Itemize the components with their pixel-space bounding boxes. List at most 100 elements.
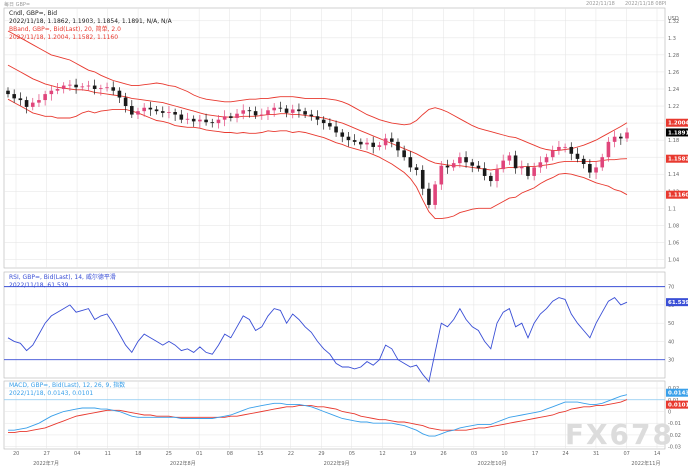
candle-body — [105, 87, 109, 89]
candle-body — [612, 136, 617, 142]
price-ytick-label: 1.06 — [668, 240, 679, 246]
x-month-tick-label: 2022年8月 — [170, 460, 196, 467]
candle-body — [600, 157, 605, 168]
x-day-tick-label: 29 — [318, 451, 324, 457]
price-legend-line-4: 2022/11/18, 1.2004, 1.1582, 1.1160 — [9, 34, 119, 41]
candle-body — [334, 126, 338, 133]
rsi-legend-line-1: RSI, GBP=, Bid(Last), 14, 威尔德平滑 — [9, 274, 116, 281]
bband-upper-line — [7, 30, 628, 151]
rsi-ytick-label: 50 — [668, 321, 674, 327]
signal-last-tag-bg — [666, 400, 688, 409]
x-day-tick-label: 18 — [135, 451, 141, 457]
candle-body — [532, 167, 536, 176]
candle-body — [160, 111, 165, 113]
macd-ytick-label: -0.01 — [668, 421, 681, 427]
last-price-tag-bg — [666, 128, 688, 137]
candle-body — [315, 116, 320, 120]
price-ytick-label: 1.08 — [668, 223, 679, 229]
candle-body — [445, 165, 450, 168]
price-ytick-label: 1.32 — [668, 19, 679, 25]
x-day-tick-label: 07 — [623, 451, 629, 457]
candle-body — [86, 85, 91, 87]
price-ytick-label: 1.18 — [668, 138, 679, 144]
x-day-tick-label: 03 — [471, 451, 477, 457]
candle-body — [414, 167, 419, 170]
x-day-tick-label: 04 — [74, 451, 80, 457]
header-right-info-1: 2022/11/18 — [586, 1, 615, 7]
x-day-tick-label: 10 — [501, 451, 507, 457]
rsi-ytick-label: 30 — [668, 358, 674, 364]
candle-body — [569, 146, 574, 154]
candle-body — [383, 138, 388, 146]
macd-last-tag: 0.0143 — [668, 391, 688, 397]
header-left-tab[interactable]: 每日 GBP= — [4, 2, 31, 8]
x-day-tick-label: 25 — [166, 451, 172, 457]
x-day-tick-label: 20 — [13, 451, 19, 457]
candle-body — [259, 114, 264, 116]
macd-legend-line-1: MACD, GBP=, Bid(Last), 12, 26, 9, 指数 — [9, 382, 126, 389]
macd-ytick-label: -0.02 — [668, 433, 681, 439]
price-ytick-label: 1.14 — [668, 172, 679, 178]
fx678-watermark: FX678 — [564, 418, 674, 451]
rsi-legend-line-2: 2022/11/18, 61.539 — [9, 282, 69, 289]
rsi-ytick-label: 70 — [668, 285, 674, 291]
candle-body — [6, 90, 10, 95]
x-day-tick-label: 24 — [562, 451, 568, 457]
candle-body — [92, 85, 97, 89]
x-day-tick-label: 17 — [532, 451, 538, 457]
price-ytick-label: 1.28 — [668, 53, 679, 59]
lower-band-price-tag-bg — [666, 190, 688, 199]
x-day-tick-label: 26 — [440, 451, 446, 457]
candle-body — [191, 118, 196, 122]
price-legend: Cndl, GBP=, Bid 2022/11/18, 1.1862, 1.19… — [9, 10, 172, 42]
candle-body — [371, 142, 376, 147]
price-panel-frame — [3, 7, 666, 269]
candle-body — [266, 110, 270, 115]
x-month-tick-label: 2022年7月 — [33, 460, 59, 467]
candle-body — [117, 90, 122, 98]
candle-body — [198, 119, 202, 122]
candle-body — [402, 150, 406, 158]
macd-panel-frame — [3, 380, 666, 450]
candle-body — [167, 112, 171, 113]
candle-body — [389, 138, 394, 142]
candle-body — [297, 109, 301, 112]
candle-body — [290, 109, 295, 113]
candle-body — [433, 184, 437, 205]
x-day-tick-label: 05 — [349, 451, 355, 457]
candle-body — [278, 107, 283, 109]
candle-body — [204, 119, 208, 123]
mid-band-price-tag: 1.1582 — [668, 157, 688, 163]
candle-body — [470, 162, 475, 166]
macd-legend: MACD, GBP=, Bid(Last), 12, 26, 9, 指数 202… — [9, 382, 125, 398]
x-day-tick-label: 22 — [288, 451, 294, 457]
candle-body — [24, 100, 29, 107]
candle-body — [365, 142, 369, 145]
candle-body — [30, 102, 35, 107]
candle-body — [507, 155, 512, 161]
candle-body — [495, 169, 499, 182]
candle-body — [235, 113, 239, 118]
candle-body — [427, 188, 431, 205]
candle-body — [581, 158, 586, 164]
candle-body — [37, 100, 41, 103]
candle-body — [68, 84, 72, 86]
candle-body — [594, 167, 598, 173]
candle-body — [12, 94, 16, 99]
candle-body — [476, 165, 481, 169]
macd-line — [8, 394, 628, 437]
candle-body — [18, 98, 23, 101]
candle-body — [49, 90, 54, 95]
upper-band-price-tag: 1.2004 — [668, 121, 688, 127]
candle-body — [464, 157, 468, 163]
x-day-tick-label: 12 — [379, 451, 385, 457]
candle-body — [563, 146, 567, 148]
rsi-last-tag: 61.539 — [668, 300, 688, 306]
mid-band-price-tag-bg — [666, 154, 688, 163]
candle-body — [99, 88, 103, 89]
candle-body — [61, 85, 66, 89]
candle-body — [352, 140, 357, 142]
candle-body — [544, 157, 549, 163]
x-day-tick-label: 31 — [593, 451, 599, 457]
